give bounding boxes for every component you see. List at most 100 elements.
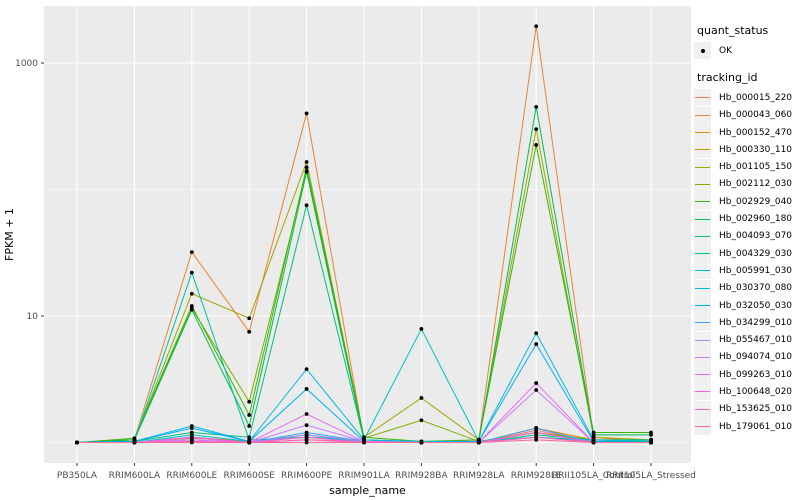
data-point	[189, 307, 194, 312]
legend-key-box	[694, 297, 711, 314]
legend-title-quant-status: quant_status	[697, 24, 769, 37]
legend-key-box	[694, 366, 711, 384]
legend-label: Hb_000152_470	[719, 127, 793, 138]
data-point	[534, 331, 539, 336]
legend-entry-Hb_002112_030: Hb_002112_030	[694, 175, 800, 193]
data-point	[189, 426, 194, 430]
data-point	[534, 430, 539, 435]
legend-entry-Hb_001105_150: Hb_001105_150	[694, 158, 800, 176]
data-point	[75, 440, 79, 445]
x-tick-label: RRIM928LA	[453, 471, 505, 481]
legend-label: Hb_000330_110	[719, 144, 793, 155]
legend-entry-Hb_055467_010: Hb_055467_010	[694, 331, 800, 349]
legend-key-box	[694, 141, 711, 159]
legend-key-line-icon	[695, 183, 710, 185]
y-axis-title: FPKM + 1	[3, 208, 16, 261]
x-tick-label: RRIM928LE	[511, 471, 562, 481]
legend-key-box	[694, 42, 711, 60]
legend-entry-Hb_002960_180: Hb_002960_180	[694, 210, 800, 228]
legend-label: Hb_094074_010	[719, 352, 793, 363]
legend-entry-Hb_032050_030: Hb_032050_030	[694, 297, 800, 314]
legend-key-box	[694, 245, 711, 263]
legend-label: Hb_034299_010	[719, 317, 793, 328]
legend-key-line-icon	[695, 287, 710, 289]
legend-key-line-icon	[695, 356, 710, 358]
data-point	[534, 127, 539, 132]
legend-label: Hb_004329_030	[719, 248, 793, 259]
legend-key-line-icon	[695, 201, 710, 203]
legend-key-box	[694, 400, 711, 418]
data-point	[247, 424, 252, 428]
legend-label: Hb_000015_220	[719, 92, 793, 103]
legend-key-line-icon	[695, 149, 710, 151]
legend-label: Hb_153625_010	[719, 404, 793, 415]
data-point	[419, 396, 424, 400]
legend-key-box	[694, 348, 711, 366]
legend-key-box	[694, 193, 711, 211]
legend-entry-quant-status-ok: OK	[694, 42, 800, 60]
legend-entry-Hb_004329_030: Hb_004329_030	[694, 245, 800, 263]
data-point	[247, 399, 252, 404]
legend-key-line-icon	[695, 374, 710, 376]
legend-key-box	[694, 175, 711, 193]
x-tick-label: RRIM928BA	[395, 471, 448, 481]
legend-label: OK	[719, 45, 732, 56]
legend-entry-Hb_002929_040: Hb_002929_040	[694, 193, 800, 211]
data-point	[304, 423, 309, 428]
legend-entry-Hb_094074_010: Hb_094074_010	[694, 348, 800, 366]
legend-key-box	[694, 279, 711, 297]
legend-key-box	[694, 106, 711, 124]
x-tick-label: RRIM600LE	[166, 471, 217, 481]
data-point	[189, 270, 194, 275]
legend-label: Hb_100648_020	[719, 386, 793, 397]
legend-panel: quant_status OK tracking_id Hb_000015_22…	[694, 24, 800, 436]
legend-entry-Hb_004093_070: Hb_004093_070	[694, 227, 800, 245]
data-point	[476, 440, 481, 445]
legend-entry-Hb_000330_110: Hb_000330_110	[694, 141, 800, 159]
data-point	[419, 418, 424, 423]
legend-label: Hb_032050_030	[719, 300, 793, 311]
x-axis-title: sample_name	[329, 484, 406, 497]
data-point	[419, 327, 424, 331]
data-point	[304, 169, 309, 174]
plot-panel-background	[44, 6, 691, 463]
x-tick-label: PB350LA	[57, 471, 98, 481]
data-point	[649, 440, 653, 445]
legend-label: Hb_005991_030	[719, 265, 793, 276]
legend-key-line-icon	[695, 166, 710, 168]
legend-key-box	[694, 89, 711, 107]
legend-key-box	[694, 227, 711, 245]
legend-label: Hb_002929_040	[719, 196, 793, 207]
point-ok-icon	[700, 48, 705, 53]
data-point	[189, 440, 194, 445]
data-point	[534, 143, 539, 147]
data-point	[304, 440, 309, 445]
legend-label: Hb_179061_010	[719, 421, 793, 432]
data-point	[534, 381, 539, 385]
data-point	[362, 440, 366, 445]
data-point	[649, 432, 653, 437]
data-point	[304, 387, 309, 391]
legend-key-line-icon	[695, 253, 710, 255]
data-point	[304, 203, 309, 208]
x-tick-label: RRIM600SE	[223, 471, 275, 481]
legend-key-box	[694, 418, 711, 436]
legend-key-box	[694, 124, 711, 142]
legend-key-box	[694, 158, 711, 176]
x-tick-label: RRII105LA_Stressed	[606, 471, 696, 481]
legend-key-line-icon	[695, 97, 710, 99]
legend-key-line-icon	[695, 132, 710, 134]
data-point	[132, 440, 137, 445]
data-point	[304, 412, 309, 416]
legend-label: Hb_099263_010	[719, 369, 793, 380]
legend-label: Hb_004093_070	[719, 231, 793, 242]
data-point	[189, 435, 194, 440]
legend-entry-Hb_000015_220: Hb_000015_220	[694, 89, 800, 107]
data-point	[304, 165, 309, 170]
legend-key-line-icon	[695, 305, 710, 306]
legend-entry-Hb_000043_060: Hb_000043_060	[694, 106, 800, 124]
data-point	[247, 329, 252, 334]
legend-key-line-icon	[695, 114, 710, 116]
data-point	[247, 440, 252, 445]
data-point	[534, 437, 539, 442]
